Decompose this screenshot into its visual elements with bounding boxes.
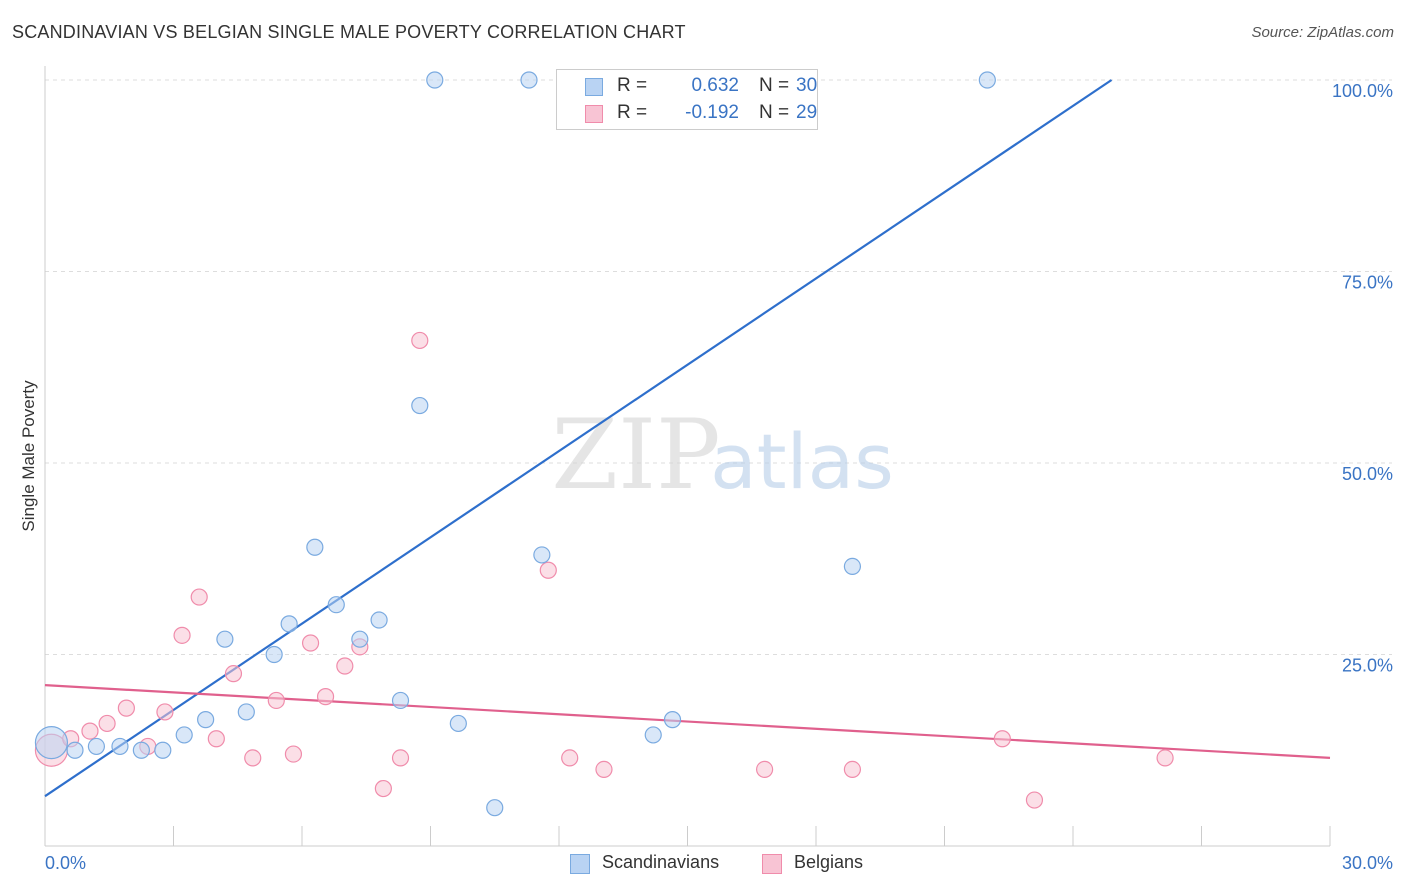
- scandinavian-point: [197, 711, 215, 729]
- belgian-point: [156, 703, 174, 721]
- legend-r-label: R =: [617, 102, 648, 123]
- belgian-point: [316, 688, 335, 706]
- scandinavian-point: [265, 645, 283, 664]
- belgian-point: [173, 626, 191, 644]
- scandinavian-point: [663, 711, 682, 729]
- scandinavian-point: [644, 726, 662, 744]
- bottom-legend-swatch-scandinavians: [570, 854, 590, 874]
- belgian-point: [1025, 791, 1044, 809]
- belgian-point: [391, 749, 410, 767]
- belgian-trend-line: [44, 684, 1331, 760]
- x-tick-label: 0.0%: [45, 853, 86, 873]
- scandinavian-point: [391, 691, 410, 710]
- scandinavian-point: [237, 703, 255, 721]
- scandinavian-point: [34, 725, 69, 760]
- legend-n-value: 30: [796, 75, 818, 96]
- scandinavian-point: [111, 737, 129, 756]
- y-tick-label: 25.0%: [1342, 656, 1393, 676]
- belgian-point: [98, 714, 116, 733]
- trend-lines: [44, 79, 1331, 798]
- belgian-point: [207, 730, 225, 748]
- scandinavian-point: [520, 71, 538, 89]
- legend-n-label: N =: [759, 102, 790, 123]
- y-axis-label: Single Male Poverty: [19, 380, 38, 532]
- watermark-zip: ZIP: [551, 399, 720, 511]
- bottom-legend-swatch-belgians: [762, 854, 782, 874]
- belgian-point: [411, 331, 429, 350]
- y-tick-label: 75.0%: [1342, 273, 1393, 293]
- scandinavian-point: [327, 596, 345, 614]
- chart-title: SCANDINAVIAN VS BELGIAN SINGLE MALE POVE…: [12, 22, 686, 42]
- belgian-point: [224, 665, 243, 683]
- tick-labels: 25.0% 50.0% 75.0% 100.0% 0.0% 30.0%: [45, 81, 1393, 873]
- legend-n-label: N =: [759, 75, 790, 96]
- scandinavian-point: [280, 615, 298, 633]
- scandinavian-point: [175, 726, 193, 744]
- x-tick-label: 30.0%: [1342, 853, 1393, 873]
- grid-lines: [45, 79, 1392, 655]
- bottom-legend-label: Scandinavians: [602, 852, 720, 872]
- scandinavian-point: [87, 737, 106, 756]
- legend-r-value: 0.632: [691, 75, 739, 96]
- source-label: Source: ZipAtlas.com: [1251, 24, 1394, 41]
- belgian-point: [267, 691, 285, 710]
- scandinavian-point: [486, 799, 504, 817]
- axes: [44, 66, 1331, 847]
- watermark: ZIP atlas: [551, 399, 893, 511]
- scandinavian-point: [66, 741, 84, 759]
- y-tick-label: 100.0%: [1332, 81, 1393, 101]
- scandinavian-point: [306, 538, 324, 556]
- belgian-point: [374, 779, 392, 798]
- belgian-point: [336, 657, 354, 675]
- legend-r-label: R =: [617, 75, 648, 96]
- belgian-point: [843, 760, 862, 779]
- belgian-point: [81, 722, 99, 740]
- scandinavian-point: [154, 741, 172, 759]
- legend-swatch-scandinavians: [585, 78, 603, 96]
- belgian-point: [561, 749, 579, 767]
- belgian-point: [1156, 749, 1174, 767]
- scandinavian-point: [351, 630, 369, 648]
- scandinavian-point: [411, 396, 429, 415]
- scandinavian-trend-line: [44, 79, 1113, 798]
- belgian-point: [539, 561, 557, 579]
- belgian-point: [244, 749, 262, 767]
- belgian-point: [595, 760, 613, 779]
- belgian-point: [301, 634, 320, 652]
- belgian-point: [993, 730, 1011, 748]
- belgian-point: [284, 745, 303, 763]
- y-tick-label: 50.0%: [1342, 464, 1393, 484]
- belgian-point: [755, 760, 774, 779]
- scandinavian-point: [843, 557, 862, 576]
- scandinavian-point: [132, 741, 150, 759]
- legend-swatch-belgians: [585, 105, 603, 123]
- legend-n-value: 29: [796, 102, 818, 123]
- scandinavian-point: [449, 714, 467, 733]
- stats-legend: R = 0.632 N = 30 R = -0.192 N = 29: [556, 69, 818, 130]
- scandinavian-point: [533, 546, 551, 564]
- scandinavian-point: [426, 71, 444, 89]
- scatter-points: [34, 71, 1174, 817]
- belgian-point: [190, 588, 208, 606]
- scandinavian-point: [216, 630, 234, 648]
- bottom-legend-label: Belgians: [794, 852, 864, 872]
- watermark-atlas: atlas: [710, 417, 894, 506]
- legend-r-value: -0.192: [685, 102, 739, 123]
- belgian-point: [117, 699, 135, 717]
- scandinavian-point: [978, 71, 996, 89]
- scandinavian-point: [370, 611, 388, 629]
